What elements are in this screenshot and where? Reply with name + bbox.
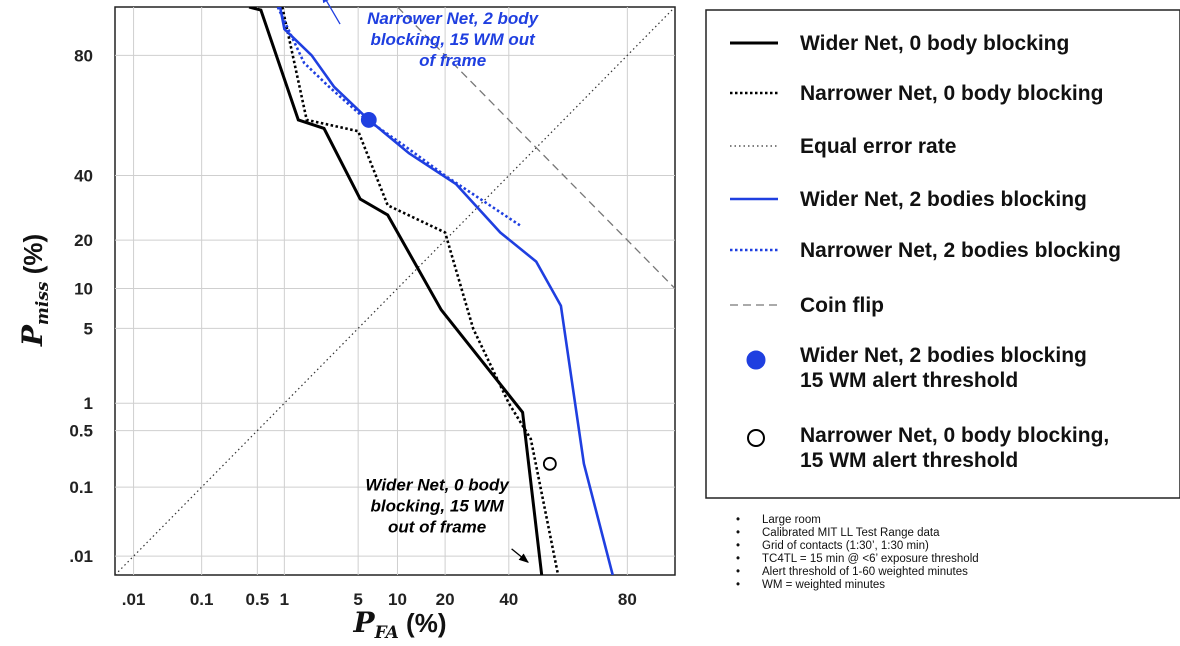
annotation-layer: Narrower Net, 2 body blocking, 15 WM out o… — [321, 0, 540, 563]
y-tick-labels: .01 0.1 0.5 1 5 10 20 40 80 — [69, 46, 93, 566]
legend-label: Equal error rate — [800, 135, 956, 158]
legend-label: Coin flip — [800, 294, 884, 317]
notes-list: Large room Calibrated MIT LL Test Range … — [736, 514, 979, 592]
x-tick-label: 40 — [499, 590, 518, 609]
note-item: Grid of contacts (1:30’, 1:30 min) — [736, 540, 979, 553]
threshold-marker — [360, 112, 377, 128]
series-line — [278, 7, 614, 575]
annotation-text: Narrower Net, 2 body blocking, 15 WM out o… — [367, 9, 540, 70]
legend-label: Narrower Net, 0 body blocking — [800, 82, 1103, 105]
series-line — [397, 7, 675, 289]
series-line — [281, 7, 560, 575]
note-item: Calibrated MIT LL Test Range data — [736, 527, 979, 540]
reference-lines — [115, 7, 675, 575]
y-tick-label: 0.5 — [69, 422, 93, 441]
plot-frame — [114, 6, 676, 576]
x-tick-label: .01 — [122, 590, 146, 609]
legend-label: Wider Net, 0 body blocking — [800, 32, 1069, 55]
note-item: TC4TL = 15 min @ <6’ exposure threshold — [736, 553, 979, 566]
x-tick-label: 1 — [280, 590, 289, 609]
annotation-arrow — [321, 0, 341, 25]
threshold-marker — [542, 456, 557, 471]
annotation-text: Wider Net, 0 body blocking, 15 WM out of f… — [365, 476, 510, 537]
legend-marker — [746, 350, 766, 370]
x-tick-labels: .01 0.1 0.5 1 5 10 20 40 80 — [122, 590, 637, 609]
legend-label: Wider Net, 2 bodies blocking — [800, 188, 1087, 211]
annotation-arrow — [511, 548, 529, 563]
y-tick-label: 20 — [74, 231, 93, 250]
x-axis-label: PFA (%) — [353, 606, 447, 643]
marker-layer — [360, 112, 557, 471]
x-tick-label: 0.1 — [190, 590, 214, 609]
x-tick-label: 80 — [618, 590, 637, 609]
x-tick-label: 10 — [388, 590, 407, 609]
legend-label: Wider Net, 2 bodies blocking 15 WM alert … — [800, 344, 1087, 392]
note-item: WM = weighted minutes — [736, 579, 979, 592]
y-tick-label: 40 — [74, 167, 93, 186]
legend-box — [705, 9, 1180, 499]
legend: Wider Net, 0 body blocking Narrower Net, … — [730, 32, 1121, 472]
grid — [115, 7, 675, 575]
y-tick-label: 80 — [74, 46, 93, 65]
y-axis-label: Pmiss (%) — [16, 234, 53, 347]
x-tick-label: 20 — [436, 590, 455, 609]
legend-label: Narrower Net, 2 bodies blocking — [800, 239, 1121, 262]
y-tick-label: 1 — [84, 394, 93, 413]
note-item: Large room — [736, 514, 979, 527]
x-tick-label: 0.5 — [246, 590, 270, 609]
x-tick-label: 5 — [353, 590, 362, 609]
y-tick-label: 10 — [74, 279, 93, 298]
y-tick-label: .01 — [69, 547, 93, 566]
legend-marker — [747, 429, 765, 447]
y-tick-label: 5 — [84, 319, 93, 338]
y-tick-label: 0.1 — [69, 478, 93, 497]
note-item: Alert threshold of 1-60 weighted minutes — [736, 566, 979, 579]
legend-label: Narrower Net, 0 body blocking, 15 WM aler… — [800, 424, 1109, 472]
